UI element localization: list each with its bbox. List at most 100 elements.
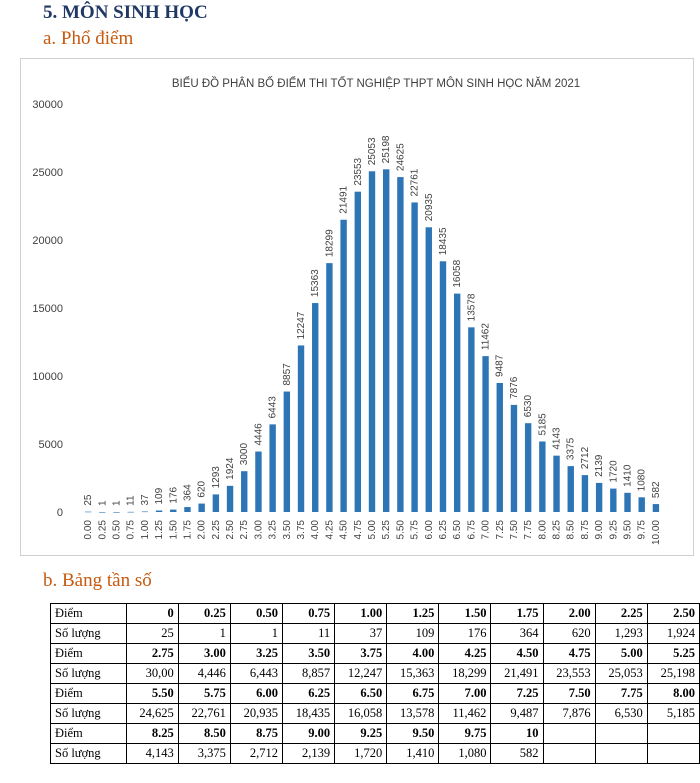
x-tick-label: 9.00 [594,520,605,540]
count-cell: 176 [438,623,492,644]
y-tick-label: 20000 [32,235,63,247]
x-tick-label: 8.25 [552,520,563,540]
count-row-label: Số lượng [50,623,127,644]
x-tick-label: 9.75 [637,520,648,540]
score-cell: 2.25 [594,603,648,624]
count-cell: 22,761 [177,703,231,724]
data-label: 1080 [637,469,648,492]
score-cell: 10 [490,723,544,744]
chart-container: BIỂU ĐỒ PHÂN BỐ ĐIỂM THI TỐT NGHIỆP THPT… [20,58,694,556]
x-tick-label: 6.75 [466,520,477,540]
bar [510,404,518,512]
score-row-label: Điểm [50,723,127,744]
x-tick-label: 2.00 [197,520,208,540]
bar [354,191,361,512]
count-cell: 11,462 [438,703,492,724]
data-label: 1720 [608,460,619,483]
count-cell: 109 [386,623,440,644]
count-cell: 23,553 [542,663,596,684]
data-label: 1 [111,500,122,506]
x-tick-label: 3.50 [282,520,293,540]
data-label: 2712 [580,446,591,469]
x-tick-label: 6.00 [424,520,435,540]
score-cell: 7.00 [438,683,492,704]
count-cell: 1 [177,623,231,644]
count-cell: 25,053 [594,663,648,684]
score-cell: 1.25 [386,603,440,624]
count-cell: 8,857 [281,663,336,684]
count-cell: 1,293 [594,623,648,644]
count-cell: 25 [125,623,179,644]
score-cell [594,723,648,744]
count-cell: 1,080 [438,743,492,764]
bar [624,492,631,512]
x-tick-label: 4.25 [324,520,335,540]
count-cell: 1,720 [334,743,388,764]
data-label: 23553 [353,157,364,185]
count-cell: 6,443 [229,663,284,684]
chart-title: BIỂU ĐỒ PHÂN BỐ ĐIỂM THI TỐT NGHIỆP THPT… [172,76,580,90]
score-cell: 7.50 [542,683,596,704]
count-cell: 2,139 [281,743,336,764]
count-cell: 15,363 [386,663,440,684]
score-cell: 3.75 [334,643,388,664]
bar [482,356,489,512]
count-row-label: Số lượng [50,663,127,684]
score-cell: 8.00 [646,683,700,704]
score-cell: 5.00 [594,643,648,664]
score-cell: 9.25 [334,723,388,744]
x-tick-label: 2.50 [225,520,236,540]
score-cell: 8.75 [229,723,284,744]
score-cell: 0.25 [177,603,231,624]
bar [170,509,177,512]
data-label: 18299 [324,229,335,257]
subsection-b-title: b. Bảng tần số [43,570,152,591]
x-tick-label: 0.50 [111,520,122,540]
count-cell: 16,058 [334,703,388,724]
x-tick-label: 5.75 [410,520,421,540]
bar [425,227,432,512]
count-row: Số lượng 24,625 22,761 20,935 18,435 16,058 13… [50,703,700,724]
bar [127,511,134,513]
x-tick-label: 7.25 [495,520,506,540]
data-label: 25198 [381,135,392,163]
data-label: 5185 [537,413,548,436]
y-tick-label: 10000 [32,371,63,383]
x-tick-label: 5.00 [367,520,378,540]
score-cell: 6.75 [386,683,440,704]
score-row-label: Điểm [50,683,127,704]
count-cell [542,743,596,764]
bar [496,382,503,512]
count-cell: 1,924 [646,623,700,644]
score-cell: 4.00 [386,643,440,664]
count-cell: 30,00 [125,663,179,684]
score-cell: 9.50 [386,723,440,744]
x-tick-label: 2.25 [211,520,222,540]
score-cell: 8.25 [125,723,179,744]
data-label: 11462 [481,323,492,351]
count-row-label: Số lượng [50,703,127,724]
count-cell: 3,375 [177,743,231,764]
score-cell: 7.25 [490,683,544,704]
count-cell: 11 [281,623,336,644]
count-cell [594,743,648,764]
x-tick-label: 8.75 [580,520,591,540]
score-cell: 0 [125,603,179,624]
data-label: 1410 [623,464,634,487]
data-label: 582 [651,481,662,498]
bar [241,471,248,512]
bar [297,345,305,512]
x-tick-label: 9.25 [608,520,619,540]
bar [155,510,163,512]
score-cell: 2.75 [125,643,179,664]
bar [524,423,532,512]
count-cell: 25,198 [646,663,700,684]
score-row: Điểm 2.75 3.00 3.25 3.50 3.75 4.00 4.25 4.50 4.75… [50,643,700,664]
data-label: 2139 [594,454,605,477]
bar [326,263,333,512]
score-cell: 5.50 [125,683,179,704]
bar [84,511,92,513]
score-cell [646,723,700,744]
count-cell: 1 [229,623,284,644]
y-tick-label: 5000 [39,439,63,451]
